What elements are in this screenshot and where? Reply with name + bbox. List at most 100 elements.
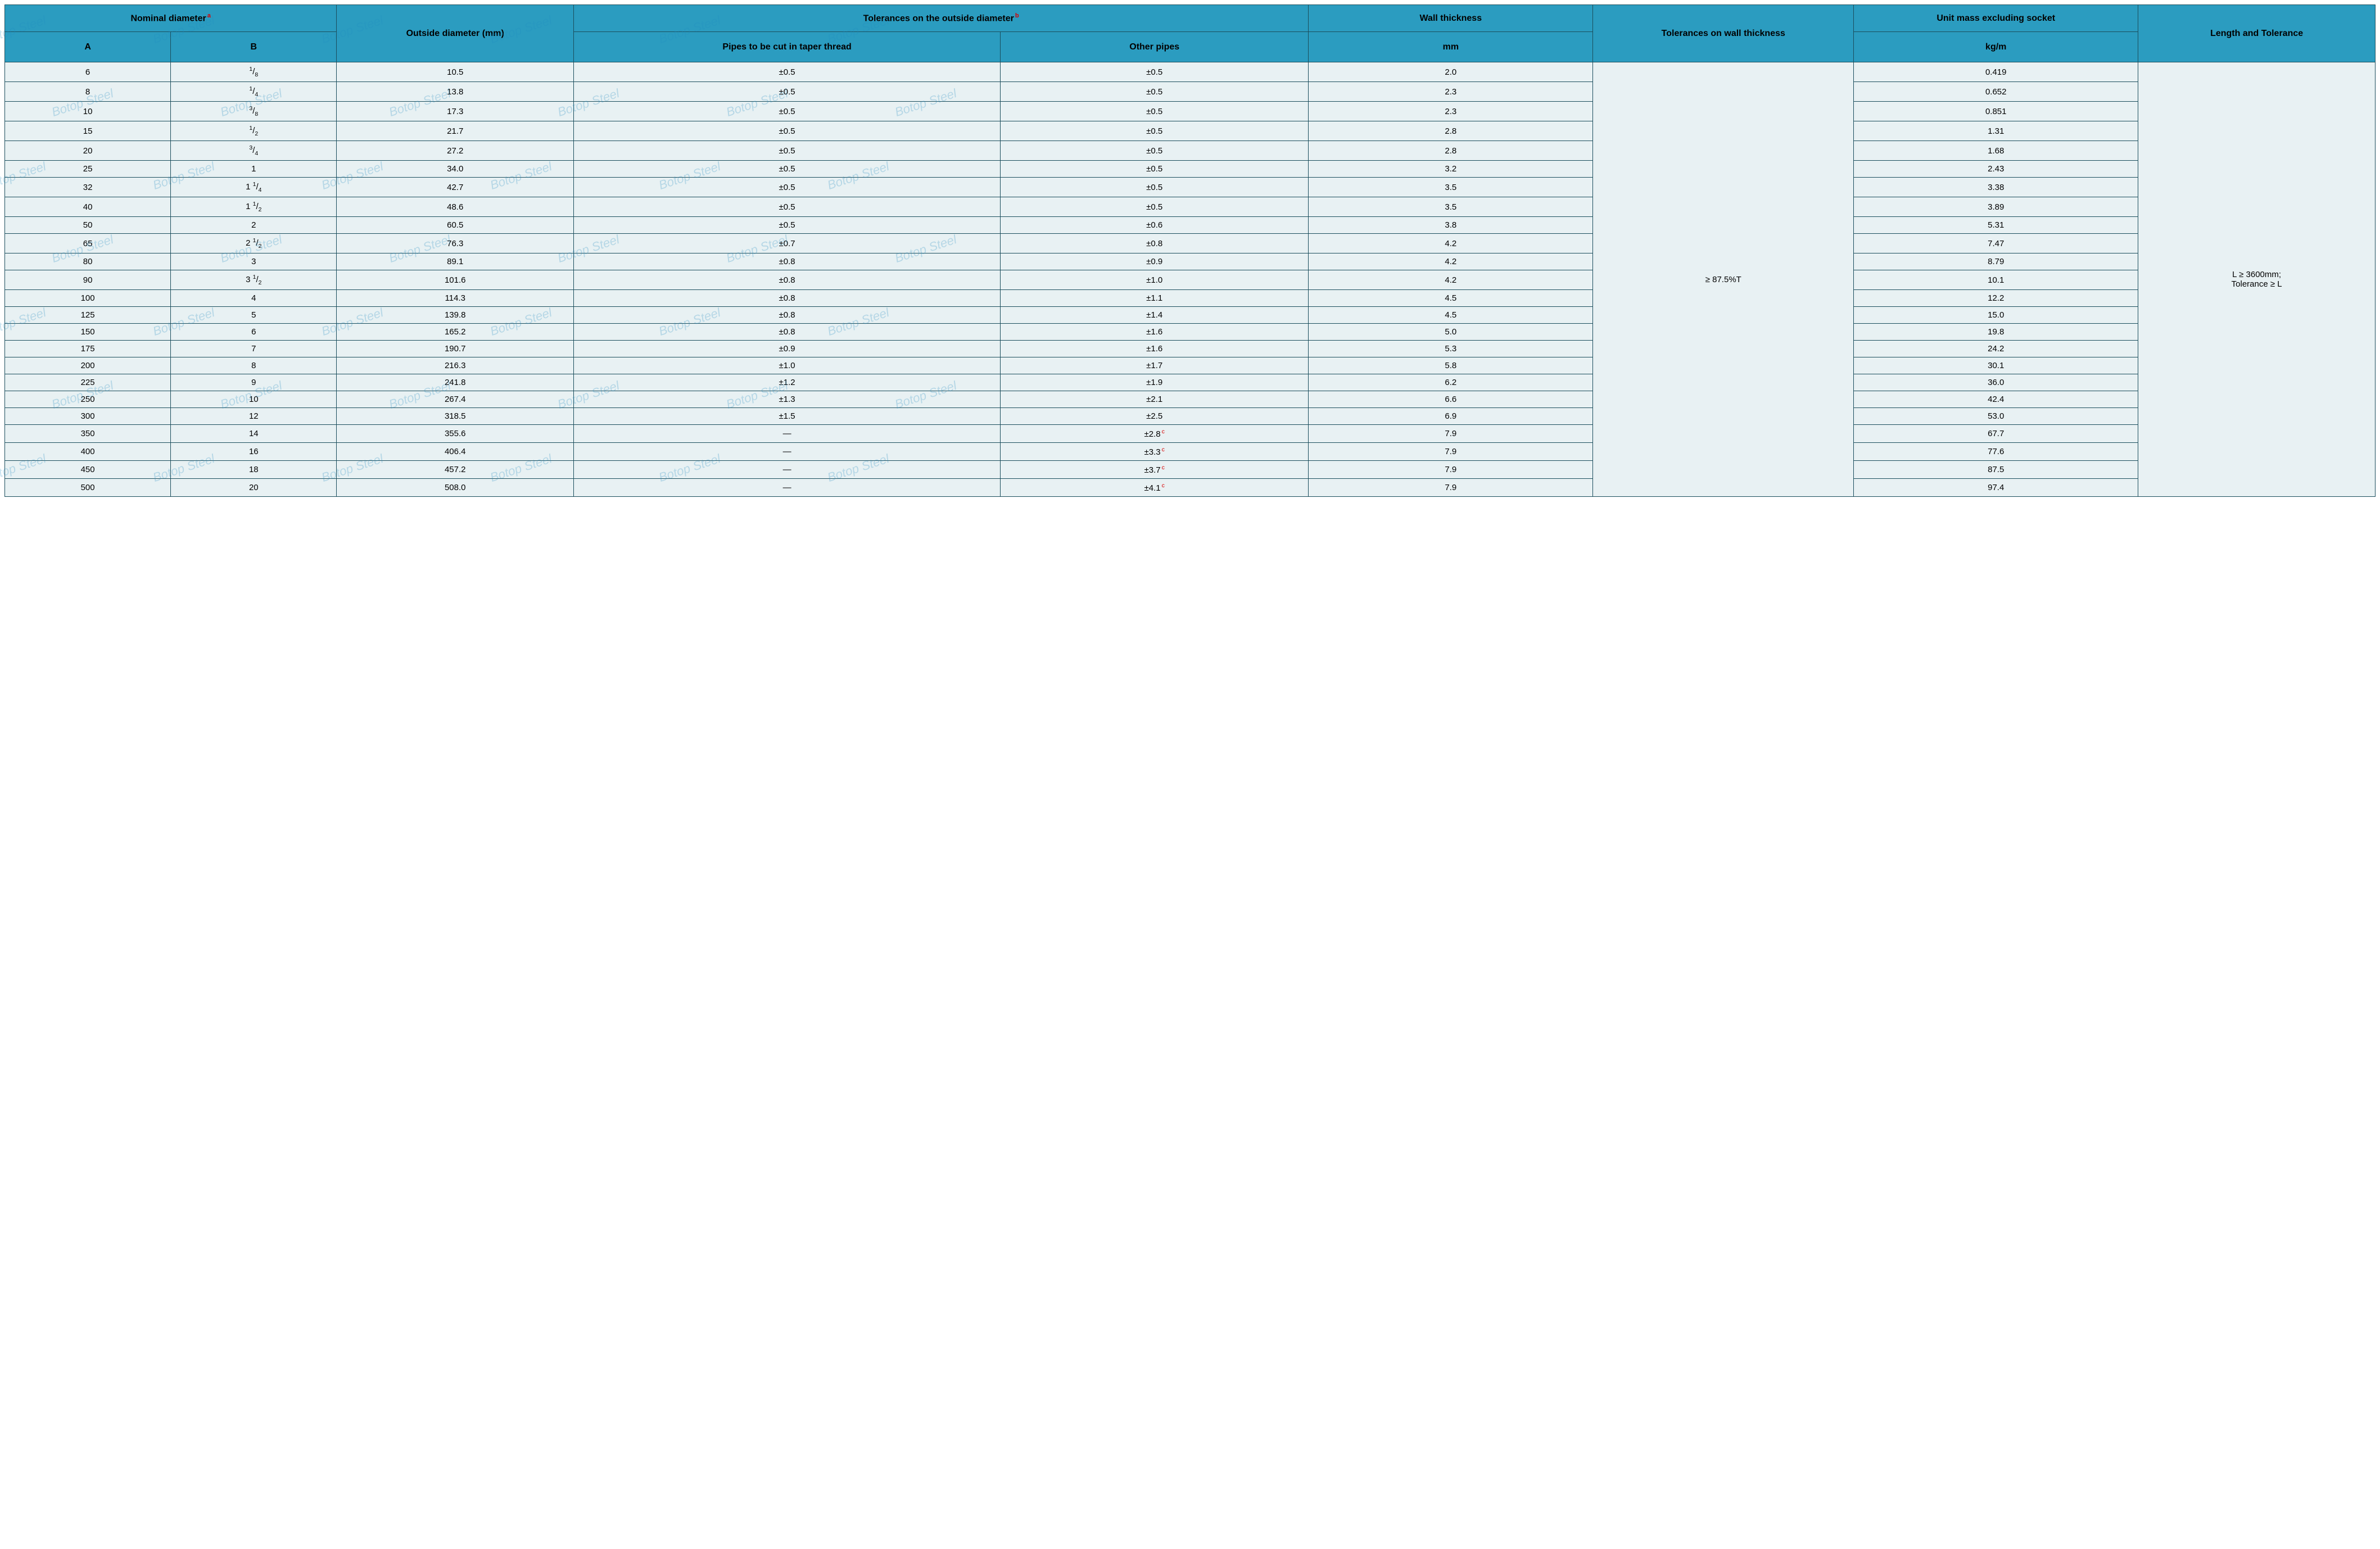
cell-tol-taper: ±0.8: [574, 290, 1001, 307]
table-row: 203/427.2±0.5±0.52.81.68: [5, 141, 2376, 161]
cell-tol-taper: ±0.8: [574, 307, 1001, 324]
cell-unit-mass: 5.31: [1854, 217, 2138, 234]
cell-a: 250: [5, 391, 171, 408]
cell-unit-mass: 0.851: [1854, 102, 2138, 121]
cell-wall-thickness: 6.2: [1309, 374, 1593, 391]
cell-tol-other: ±1.6: [1001, 341, 1309, 357]
cell-length-tol-merged: L ≥ 3600mm;Tolerance ≥ L: [2138, 62, 2376, 497]
cell-wall-thickness: 2.8: [1309, 121, 1593, 141]
cell-unit-mass: 87.5: [1854, 461, 2138, 479]
cell-tol-other: ±3.3c: [1001, 443, 1309, 461]
cell-b: 8: [171, 357, 337, 374]
cell-tol-other: ±0.5: [1001, 102, 1309, 121]
cell-tol-taper: ±0.8: [574, 324, 1001, 341]
cell-od: 17.3: [337, 102, 574, 121]
th-length-tol: Length and Tolerance: [2138, 5, 2376, 62]
cell-od: 114.3: [337, 290, 574, 307]
cell-tol-taper: ±0.5: [574, 121, 1001, 141]
cell-a: 15: [5, 121, 171, 141]
cell-wall-thickness: 5.0: [1309, 324, 1593, 341]
cell-a: 175: [5, 341, 171, 357]
cell-tol-taper: ±0.8: [574, 253, 1001, 270]
table-row: 1004114.3±0.8±1.14.512.2: [5, 290, 2376, 307]
cell-b: 9: [171, 374, 337, 391]
cell-wall-thickness: 2.3: [1309, 82, 1593, 102]
cell-b: 14: [171, 425, 337, 443]
cell-tol-taper: ±1.3: [574, 391, 1001, 408]
cell-b: 5: [171, 307, 337, 324]
cell-od: 13.8: [337, 82, 574, 102]
cell-tol-other: ±1.1: [1001, 290, 1309, 307]
cell-tol-other: ±4.1c: [1001, 479, 1309, 497]
table-row: 2008216.3±1.0±1.75.830.1: [5, 357, 2376, 374]
cell-unit-mass: 1.68: [1854, 141, 2138, 161]
cell-od: 355.6: [337, 425, 574, 443]
th-outside-diameter: Outside diameter (mm): [337, 5, 574, 62]
cell-tol-other: ±0.5: [1001, 62, 1309, 82]
cell-wall-thickness: 2.0: [1309, 62, 1593, 82]
table-row: 81/413.8±0.5±0.52.30.652: [5, 82, 2376, 102]
cell-wall-thickness: 2.8: [1309, 141, 1593, 161]
cell-unit-mass: 97.4: [1854, 479, 2138, 497]
table-row: 401 1/248.6±0.5±0.53.53.89: [5, 197, 2376, 217]
cell-unit-mass: 0.419: [1854, 62, 2138, 82]
cell-tol-other: ±0.5: [1001, 82, 1309, 102]
th-col-a: A: [5, 32, 171, 62]
th-nominal-diameter: Nominal diametera: [5, 5, 337, 32]
cell-unit-mass: 67.7: [1854, 425, 2138, 443]
cell-a: 350: [5, 425, 171, 443]
th-col-b: B: [171, 32, 337, 62]
cell-tol-taper: ±0.5: [574, 178, 1001, 197]
cell-tol-taper: ±0.5: [574, 82, 1001, 102]
cell-a: 50: [5, 217, 171, 234]
cell-a: 6: [5, 62, 171, 82]
th-pipes-taper: Pipes to be cut in taper thread: [574, 32, 1001, 62]
cell-unit-mass: 0.652: [1854, 82, 2138, 102]
cell-tol-other: ±1.0: [1001, 270, 1309, 290]
cell-tol-other: ±1.6: [1001, 324, 1309, 341]
cell-od: 42.7: [337, 178, 574, 197]
cell-tol-other: ±3.7c: [1001, 461, 1309, 479]
cell-b: 4: [171, 290, 337, 307]
th-tolerances-od: Tolerances on the outside diameterb: [574, 5, 1309, 32]
cell-wall-thickness: 6.6: [1309, 391, 1593, 408]
cell-a: 25: [5, 161, 171, 178]
cell-b: 1 1/4: [171, 178, 337, 197]
table-row: 1255139.8±0.8±1.44.515.0: [5, 307, 2376, 324]
table-row: 903 1/2101.6±0.8±1.04.210.1: [5, 270, 2376, 290]
cell-b: 1: [171, 161, 337, 178]
cell-wall-thickness: 4.2: [1309, 270, 1593, 290]
cell-tol-taper: ±0.8: [574, 270, 1001, 290]
cell-unit-mass: 53.0: [1854, 408, 2138, 425]
cell-a: 80: [5, 253, 171, 270]
cell-wall-thickness: 2.3: [1309, 102, 1593, 121]
th-unit-mass-unit: kg/m: [1854, 32, 2138, 62]
cell-tolerances-wall-merged: ≥ 87.5%T: [1593, 62, 1854, 497]
cell-b: 3 1/2: [171, 270, 337, 290]
cell-tol-other: ±0.8: [1001, 234, 1309, 253]
cell-tol-taper: ±0.7: [574, 234, 1001, 253]
cell-tol-other: ±0.5: [1001, 161, 1309, 178]
cell-b: 1 1/2: [171, 197, 337, 217]
cell-a: 125: [5, 307, 171, 324]
cell-od: 190.7: [337, 341, 574, 357]
cell-tol-other: ±2.5: [1001, 408, 1309, 425]
cell-od: 76.3: [337, 234, 574, 253]
cell-tol-taper: —: [574, 425, 1001, 443]
cell-tol-taper: —: [574, 461, 1001, 479]
cell-tol-other: ±0.9: [1001, 253, 1309, 270]
table-row: 1506165.2±0.8±1.65.019.8: [5, 324, 2376, 341]
cell-unit-mass: 24.2: [1854, 341, 2138, 357]
table-body: 61/810.5±0.5±0.52.0≥ 87.5%T0.419L ≥ 3600…: [5, 62, 2376, 497]
cell-a: 100: [5, 290, 171, 307]
cell-tol-other: ±1.9: [1001, 374, 1309, 391]
cell-tol-taper: —: [574, 479, 1001, 497]
cell-b: 3/4: [171, 141, 337, 161]
cell-od: 48.6: [337, 197, 574, 217]
footnote-c: c: [1162, 428, 1165, 435]
cell-tol-taper: ±1.5: [574, 408, 1001, 425]
cell-tol-other: ±0.5: [1001, 141, 1309, 161]
cell-tol-taper: ±0.5: [574, 161, 1001, 178]
cell-b: 2: [171, 217, 337, 234]
cell-tol-taper: ±0.5: [574, 197, 1001, 217]
